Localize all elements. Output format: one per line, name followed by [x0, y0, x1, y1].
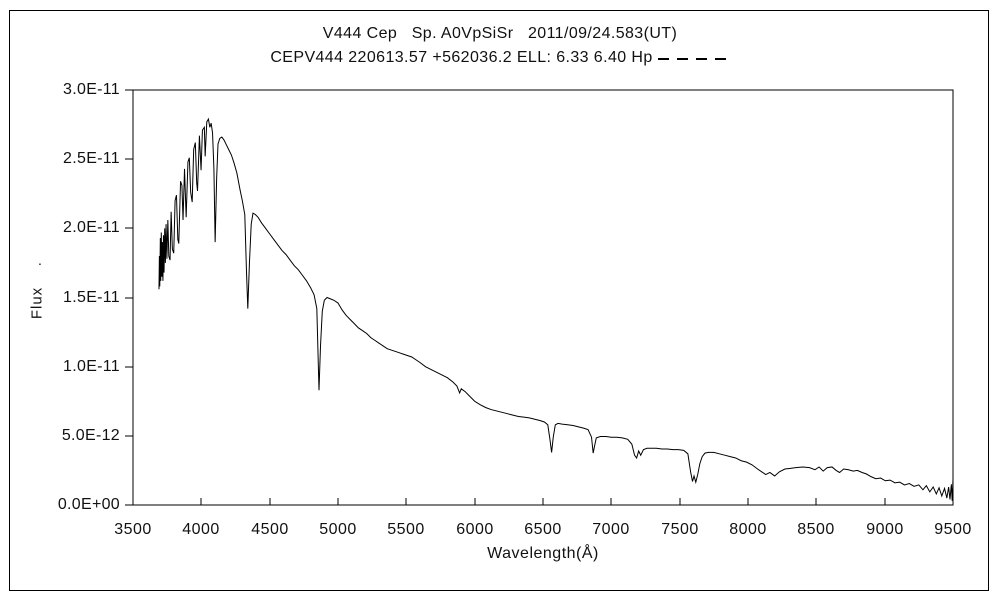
plot-frame [132, 89, 954, 506]
spectrum-line [158, 117, 954, 501]
x-tick-label: 7500 [661, 521, 699, 538]
y-axis-stray-dot: . [38, 252, 42, 268]
x-tick-label: 4500 [251, 521, 289, 538]
x-tick-label: 3500 [114, 521, 152, 538]
y-tick-label: 0.0E+00 [57, 496, 120, 513]
x-tick-label: 9000 [866, 521, 904, 538]
hp-dashed-line-marker [657, 58, 730, 60]
x-axis-title: Wavelength(Å) [487, 545, 599, 562]
y-tick-label: 2.0E-11 [63, 219, 120, 236]
y-tick-label: 1.0E-11 [63, 358, 120, 375]
x-tick-label: 9500 [934, 521, 972, 538]
x-tick-label: 6000 [456, 521, 494, 538]
y-tick-label: 3.0E-11 [63, 81, 120, 98]
x-tick-label: 5000 [319, 521, 357, 538]
y-axis-title: Flux [28, 286, 46, 320]
x-tick-label: 8500 [797, 521, 835, 538]
y-tick-label: 1.5E-11 [63, 289, 120, 306]
y-tick-label: 2.5E-11 [63, 150, 120, 167]
chart-subtitle-text: CEPV444 220613.57 +562036.2 ELL: 6.33 6.… [270, 49, 653, 66]
y-tick-label: 5.0E-12 [61, 427, 120, 444]
chart-subtitle-row: CEPV444 220613.57 +562036.2 ELL: 6.33 6.… [0, 49, 1000, 67]
x-tick-label: 6500 [524, 521, 562, 538]
x-tick-label: 4000 [182, 521, 220, 538]
x-tick-label: 7000 [592, 521, 630, 538]
x-tick-label: 5500 [387, 521, 425, 538]
chart-title: V444 Cep Sp. A0VpSiSr 2011/09/24.583(UT) [322, 25, 678, 42]
x-tick-label: 8000 [729, 521, 767, 538]
